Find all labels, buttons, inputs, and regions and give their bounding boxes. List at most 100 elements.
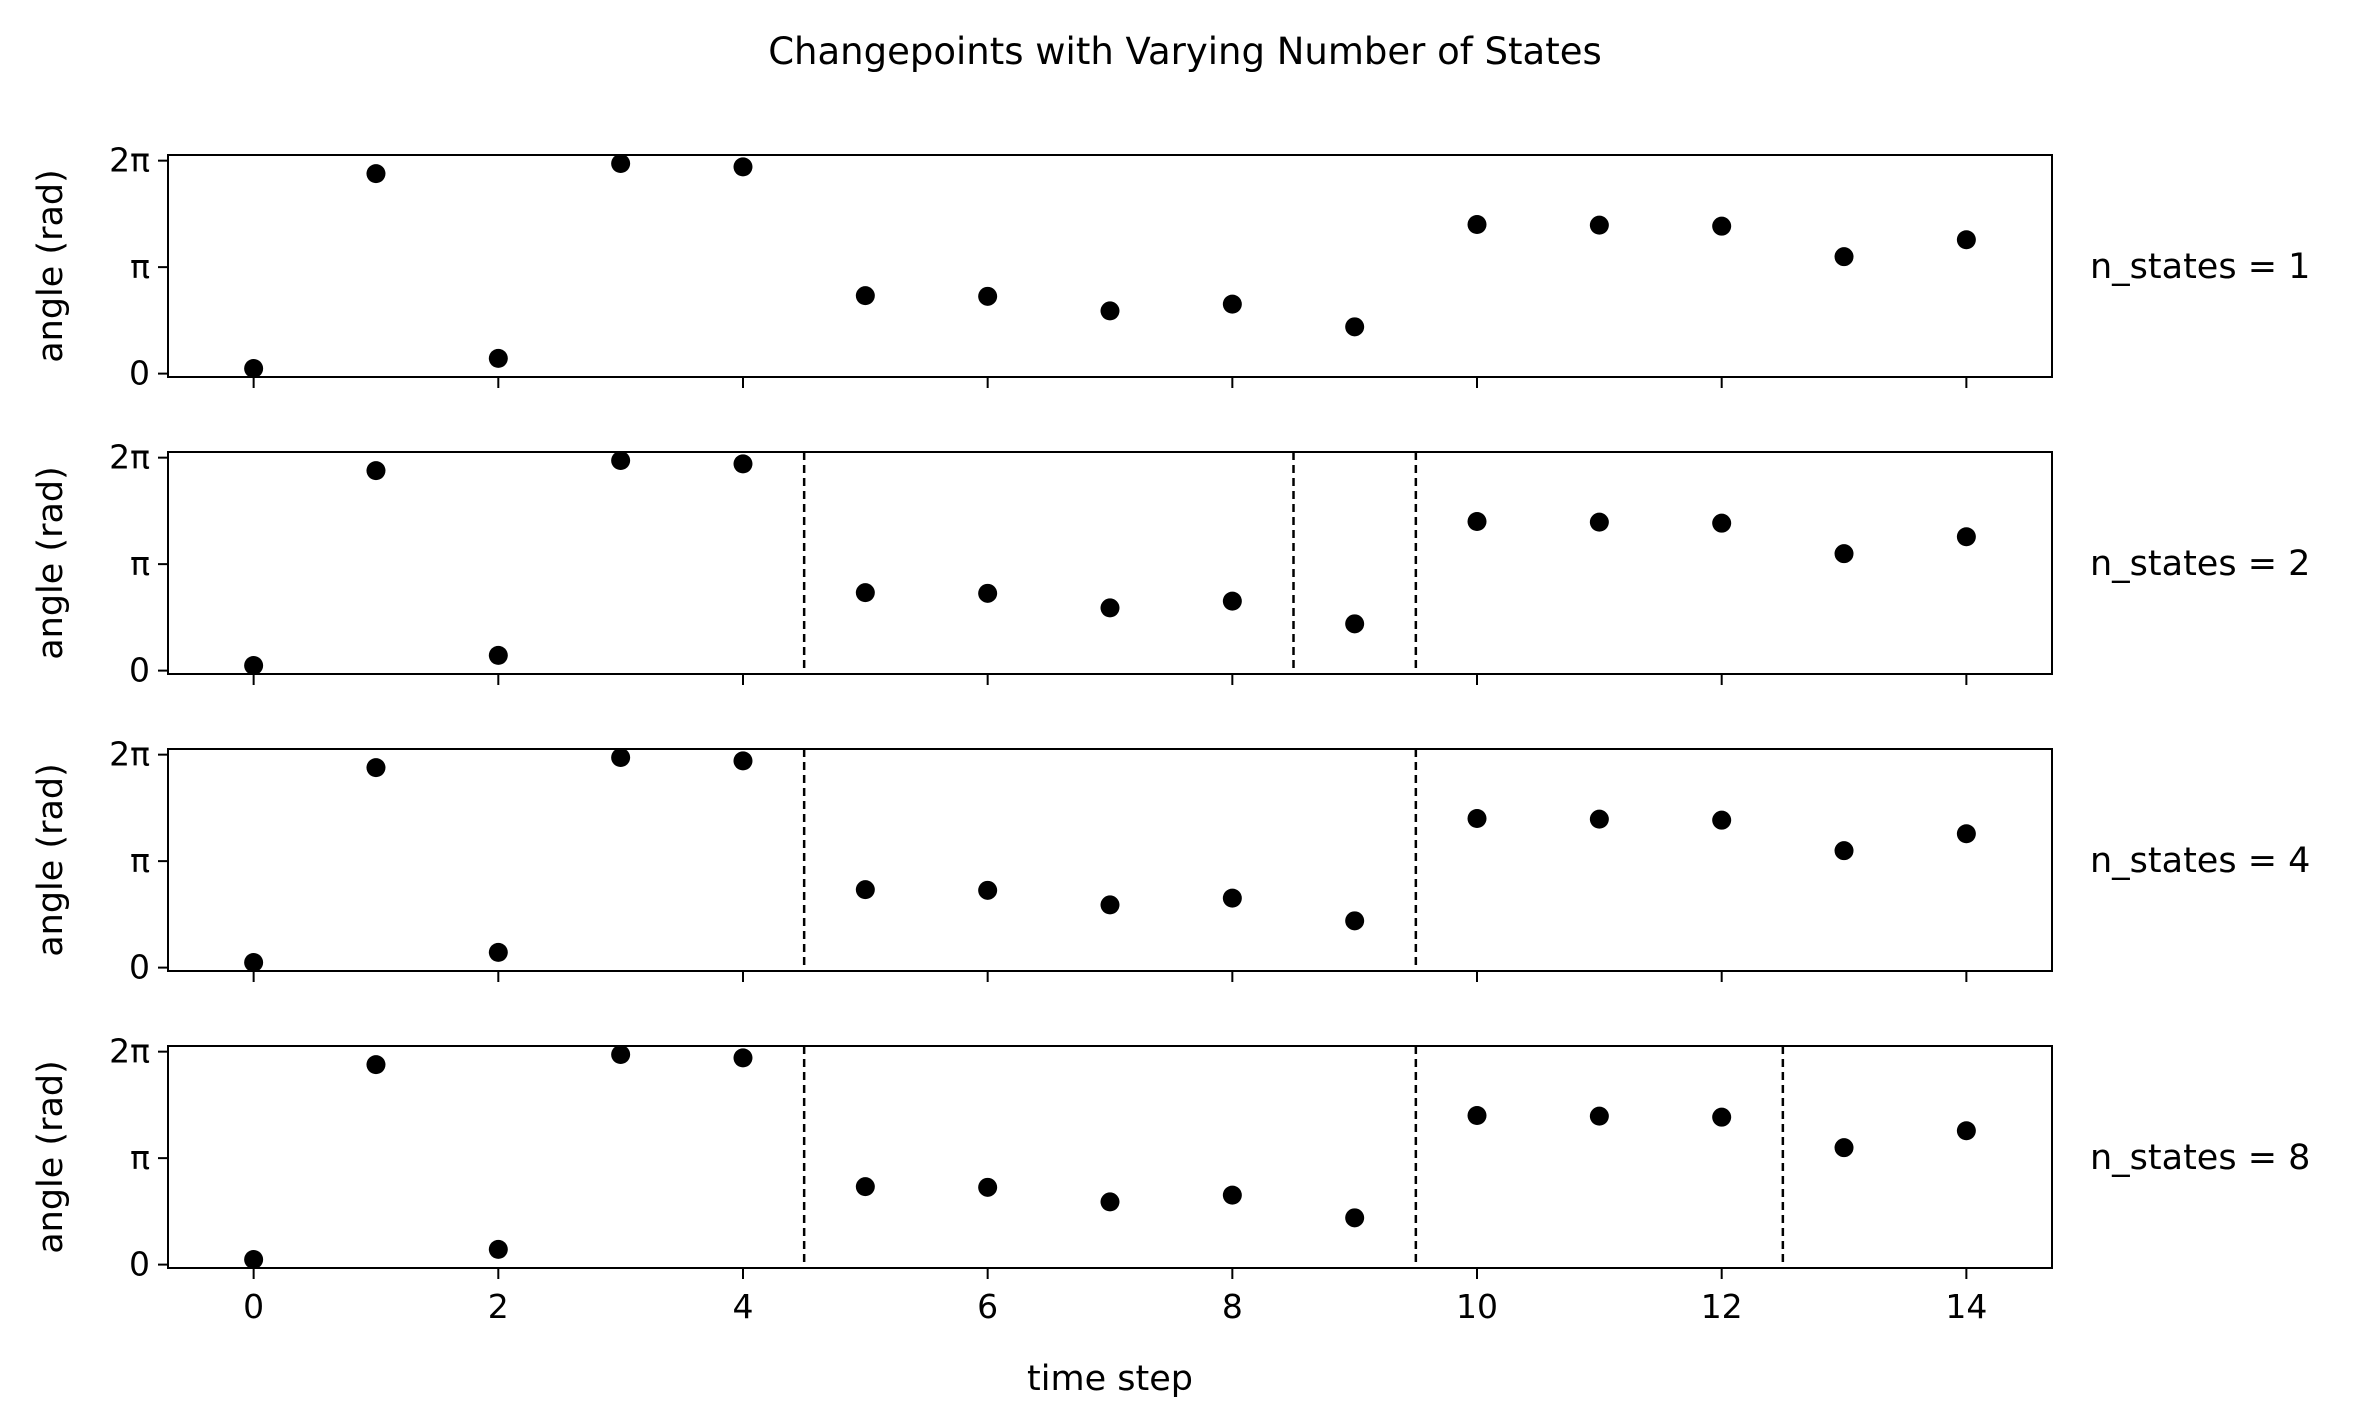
data-point (1834, 841, 1854, 861)
panel-label: n_states = 2 (2090, 544, 2310, 584)
data-point (611, 153, 631, 173)
x-tick-label: 4 (732, 1287, 753, 1326)
y-tick-label: 0 (129, 1245, 150, 1284)
data-point (1100, 895, 1120, 915)
data-point (1467, 511, 1487, 531)
data-point (733, 751, 753, 771)
data-point (1956, 1121, 1976, 1141)
data-point (1100, 598, 1120, 618)
data-point (1956, 824, 1976, 844)
y-tick-label: 0 (129, 651, 150, 690)
chart-title: Changepoints with Varying Number of Stat… (768, 30, 1602, 73)
data-point (978, 583, 998, 603)
data-point (1467, 214, 1487, 234)
data-point (1222, 591, 1242, 611)
data-point (1712, 1107, 1732, 1127)
x-tick-label: 10 (1456, 1287, 1498, 1326)
x-tick-label: 0 (243, 1287, 264, 1326)
y-tick-label: 0 (129, 354, 150, 393)
x-tick-label: 8 (1222, 1287, 1243, 1326)
y-tick-label: π (130, 544, 150, 583)
data-point (978, 1177, 998, 1197)
data-point (1467, 1105, 1487, 1125)
x-axis-label: time step (1027, 1359, 1193, 1399)
data-point (1589, 512, 1609, 532)
y-tick-label: π (130, 841, 150, 880)
data-point (1712, 513, 1732, 533)
y-axis-label: angle (rad) (31, 763, 71, 957)
data-point (1589, 809, 1609, 829)
data-point (1345, 1208, 1365, 1228)
y-axis-label: angle (rad) (31, 169, 71, 363)
data-point (855, 880, 875, 900)
axes-frame (167, 451, 2053, 675)
data-point (1222, 1185, 1242, 1205)
data-point (488, 348, 508, 368)
data-point (1834, 247, 1854, 267)
data-point (1712, 810, 1732, 830)
y-tick-label: π (130, 247, 150, 286)
data-point (1345, 614, 1365, 634)
y-tick-label: 2π (109, 1032, 150, 1071)
data-point (1589, 1106, 1609, 1126)
data-point (244, 656, 264, 676)
data-point (855, 583, 875, 603)
data-point (1345, 317, 1365, 337)
subplot-3: 0 π 2π angle (rad) n_states = 4 (31, 735, 2310, 987)
data-point (1222, 294, 1242, 314)
data-point (244, 359, 264, 379)
y-tick-label: 2π (109, 438, 150, 477)
data-point (1222, 888, 1242, 908)
data-point (611, 747, 631, 767)
axes-frame (167, 154, 2053, 378)
panel-label: n_states = 4 (2090, 841, 2310, 881)
data-point (1956, 527, 1976, 547)
data-point (366, 461, 386, 481)
data-point (1834, 544, 1854, 564)
data-point (488, 942, 508, 962)
x-tick-label: 14 (1945, 1287, 1987, 1326)
y-tick-label: 0 (129, 948, 150, 987)
y-axis-label: angle (rad) (31, 1060, 71, 1254)
data-point (733, 157, 753, 177)
data-point (1589, 215, 1609, 235)
data-point (366, 758, 386, 778)
data-point (1712, 216, 1732, 236)
y-axis-label: angle (rad) (31, 466, 71, 660)
axes-frame (167, 1045, 2053, 1269)
y-tick-label: 2π (109, 735, 150, 774)
data-point (978, 880, 998, 900)
subplot-1: 0 π 2π angle (rad) n_states = 1 (31, 141, 2310, 393)
y-tick-label: π (130, 1138, 150, 1177)
x-tick-label: 12 (1701, 1287, 1743, 1326)
panel-label: n_states = 1 (2090, 247, 2310, 287)
data-point (611, 1044, 631, 1064)
data-point (855, 1177, 875, 1197)
data-point (1100, 301, 1120, 321)
data-point (733, 454, 753, 474)
data-point (1345, 911, 1365, 931)
axes-frame (167, 748, 2053, 972)
data-point (366, 1055, 386, 1075)
data-point (1467, 808, 1487, 828)
data-point (611, 450, 631, 470)
data-point (733, 1048, 753, 1068)
x-tick-label: 6 (977, 1287, 998, 1326)
data-point (1834, 1138, 1854, 1158)
data-point (244, 953, 264, 973)
data-point (244, 1250, 264, 1270)
data-point (488, 1239, 508, 1259)
x-tick-label: 2 (488, 1287, 509, 1326)
data-point (1956, 230, 1976, 250)
subplot-4: 0 π 2π 0 2 4 6 8 10 12 14 angle (rad) n_states = 8 (31, 1032, 2310, 1326)
panel-label: n_states = 8 (2090, 1138, 2310, 1178)
data-point (855, 286, 875, 306)
data-point (366, 164, 386, 184)
data-point (1100, 1192, 1120, 1212)
data-point (488, 645, 508, 665)
y-tick-label: 2π (109, 141, 150, 180)
data-point (978, 286, 998, 306)
